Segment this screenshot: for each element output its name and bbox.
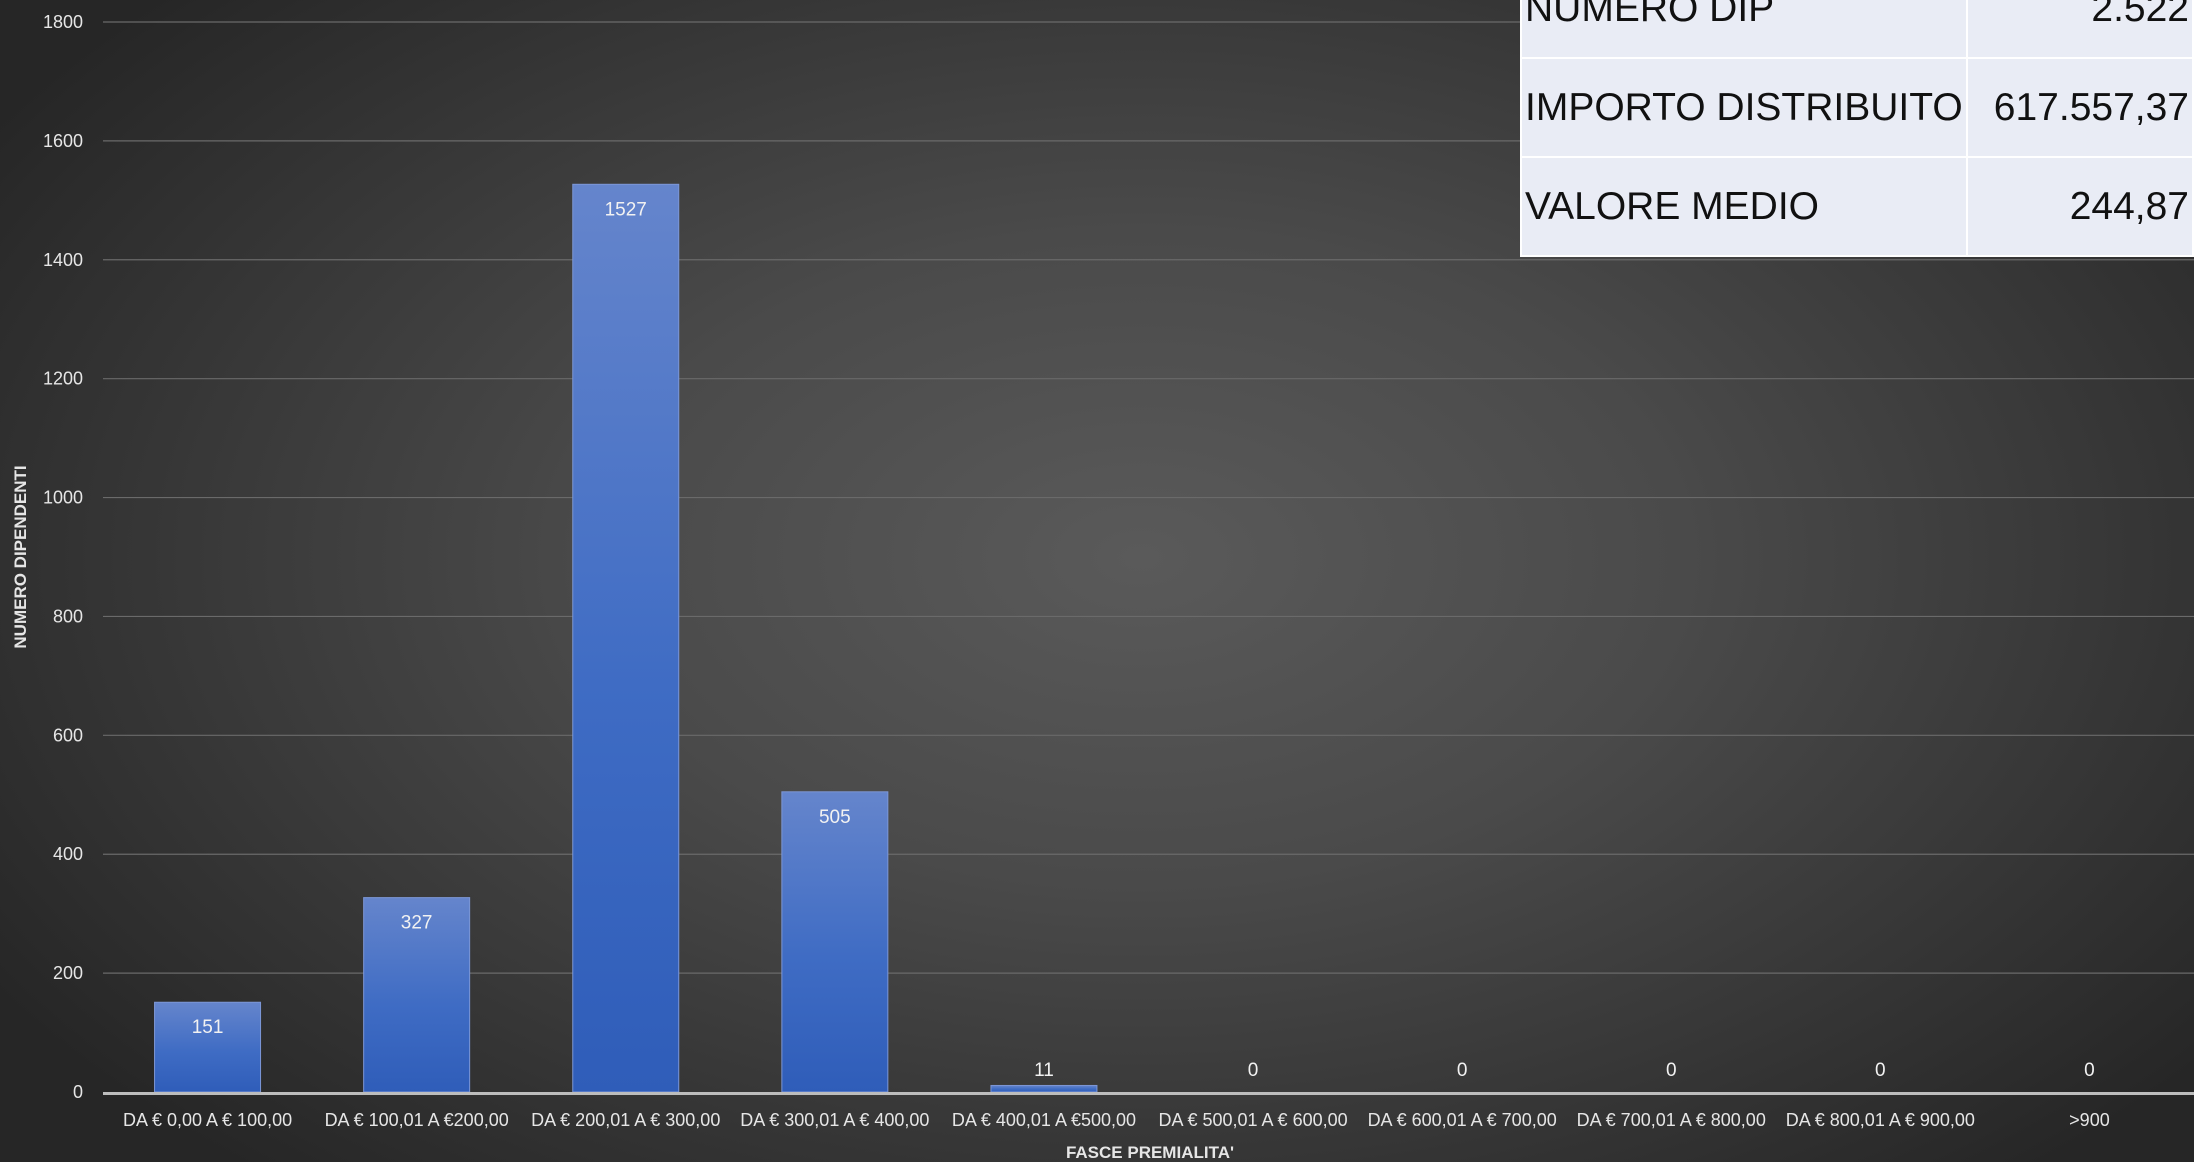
- bar: [154, 1001, 262, 1093]
- x-tick-label: DA € 500,01 A € 600,00: [1158, 1110, 1347, 1130]
- x-tick-label: DA € 300,01 A € 400,00: [740, 1110, 929, 1130]
- data-label: 0: [1875, 1060, 1886, 1081]
- data-label: 505: [819, 807, 851, 828]
- gridlines: [103, 21, 2194, 974]
- table-row: VALORE MEDIO 244,87: [1520, 156, 2194, 257]
- table-row: NUMERO DIP 2.522: [1520, 0, 2194, 59]
- row-value-numero-dip: 2.522: [1965, 0, 2194, 59]
- data-label: 1527: [605, 199, 647, 220]
- y-axis-title: NUMERO DIPENDENTI: [11, 465, 30, 648]
- row-value-valore-medio: 244,87: [1965, 156, 2194, 257]
- data-labels: 151 327 1527 505 11 0 0 0 0 0: [192, 199, 2095, 1081]
- y-tick-label: 1600: [43, 131, 83, 151]
- row-label-valore-medio: VALORE MEDIO: [1520, 156, 1968, 257]
- y-tick-label: 1800: [43, 12, 83, 32]
- x-axis-title: FASCE PREMIALITA': [1066, 1143, 1234, 1162]
- y-axis-tick-labels: 0 200 400 600 800 1000 1200 1400 1600 1800: [43, 12, 83, 1102]
- row-label-numero-dip: NUMERO DIP: [1520, 0, 1968, 59]
- y-tick-label: 600: [53, 725, 83, 745]
- bar: [990, 1084, 1098, 1093]
- x-tick-label: DA € 0,00 A € 100,00: [123, 1110, 292, 1130]
- x-tick-label: DA € 800,01 A € 900,00: [1786, 1110, 1975, 1130]
- data-label: 0: [1457, 1060, 1468, 1081]
- x-tick-label: DA € 200,01 A € 300,00: [531, 1110, 720, 1130]
- y-tick-label: 1400: [43, 250, 83, 270]
- x-tick-label: >900: [2069, 1110, 2110, 1130]
- y-tick-label: 1000: [43, 488, 83, 508]
- y-tick-label: 1200: [43, 369, 83, 389]
- y-tick-label: 200: [53, 963, 83, 983]
- bar: [572, 183, 680, 1093]
- x-tick-label: DA € 600,01 A € 700,00: [1368, 1110, 1557, 1130]
- row-value-importo-distribuito: 617.557,37: [1965, 57, 2194, 158]
- x-tick-label: DA € 700,01 A € 800,00: [1577, 1110, 1766, 1130]
- data-label: 11: [1034, 1060, 1054, 1081]
- data-label: 0: [2084, 1060, 2095, 1081]
- x-axis-tick-labels: DA € 0,00 A € 100,00 DA € 100,01 A €200,0…: [123, 1110, 2110, 1130]
- y-tick-label: 0: [73, 1082, 83, 1102]
- table-row: IMPORTO DISTRIBUITO 617.557,37: [1520, 57, 2194, 158]
- data-label: 0: [1666, 1060, 1677, 1081]
- bars: [154, 183, 1098, 1093]
- bar: [781, 791, 889, 1093]
- x-tick-label: DA € 400,01 A €500,00: [952, 1110, 1136, 1130]
- y-tick-label: 800: [53, 606, 83, 626]
- row-label-importo-distribuito: IMPORTO DISTRIBUITO: [1520, 57, 1968, 158]
- summary-table: NUMERO DIP 2.522 IMPORTO DISTRIBUITO 617…: [1520, 0, 2194, 257]
- data-label: 151: [192, 1017, 224, 1038]
- data-label: 0: [1248, 1060, 1259, 1081]
- data-label: 327: [401, 913, 433, 934]
- y-tick-label: 400: [53, 844, 83, 864]
- x-tick-label: DA € 100,01 A €200,00: [325, 1110, 509, 1130]
